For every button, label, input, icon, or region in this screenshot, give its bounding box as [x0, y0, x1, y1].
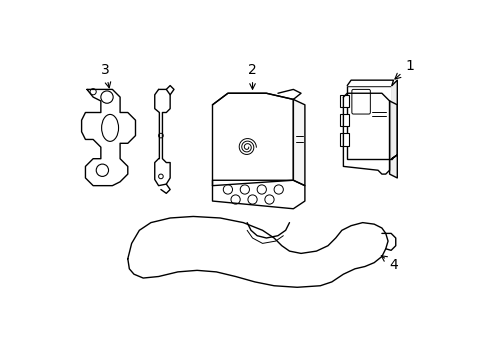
Bar	[339, 133, 348, 145]
Text: 3: 3	[101, 63, 110, 88]
Polygon shape	[212, 93, 293, 186]
Polygon shape	[391, 80, 396, 159]
Polygon shape	[127, 216, 387, 287]
Bar	[339, 114, 348, 126]
Polygon shape	[212, 180, 305, 209]
Text: 2: 2	[247, 63, 256, 89]
Polygon shape	[293, 99, 305, 186]
Polygon shape	[154, 89, 170, 186]
Polygon shape	[346, 80, 393, 86]
Polygon shape	[81, 89, 135, 186]
Ellipse shape	[102, 114, 118, 141]
Text: 1: 1	[394, 59, 413, 79]
Polygon shape	[389, 101, 396, 178]
Polygon shape	[343, 93, 389, 174]
Text: 4: 4	[381, 256, 398, 272]
FancyBboxPatch shape	[351, 89, 369, 114]
FancyBboxPatch shape	[346, 86, 391, 159]
Bar	[339, 95, 348, 107]
